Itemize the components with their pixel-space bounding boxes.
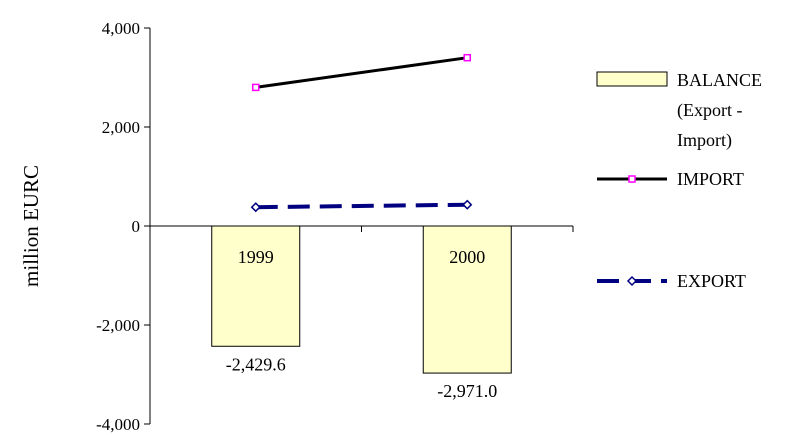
point-export [462, 199, 473, 210]
y-tick-label: -4,000 [96, 415, 140, 434]
point-export [250, 202, 261, 213]
line-export [255, 202, 468, 210]
x-category-label: 2000 [449, 247, 485, 267]
legend-label-export: EXPORT [677, 271, 746, 291]
y-tick-label: 4,000 [102, 19, 140, 38]
bar-balance [422, 225, 512, 374]
x-category-label: 1999 [238, 247, 274, 267]
point-import [463, 53, 471, 62]
legend-label-balance: BALANCE [677, 70, 762, 90]
y-tick-label: -2,000 [96, 316, 140, 335]
legend: BALANCE (Export - Import) IMPORT EXPORT [596, 70, 762, 291]
legend-marker-import [628, 175, 636, 183]
bar-data-label: -2,429.6 [226, 354, 286, 374]
bar-balance [211, 225, 301, 347]
bar-data-label: -2,971.0 [437, 381, 497, 401]
y-tick-label: 0 [132, 217, 141, 236]
legend-marker-export [626, 275, 638, 287]
legend-label-balance: (Export - [677, 100, 742, 121]
y-axis-title: million EURC [19, 165, 43, 287]
legend-label-import: IMPORT [677, 169, 744, 189]
legend-label-balance: Import) [677, 130, 732, 151]
plot-area: 4,000 2,000 0 -2,000 -4,000 million EURC -2,42… [19, 19, 574, 434]
y-tick-label: 2,000 [102, 118, 140, 137]
line-import [255, 56, 468, 89]
legend-swatch-balance [596, 71, 668, 87]
point-import [252, 83, 260, 92]
